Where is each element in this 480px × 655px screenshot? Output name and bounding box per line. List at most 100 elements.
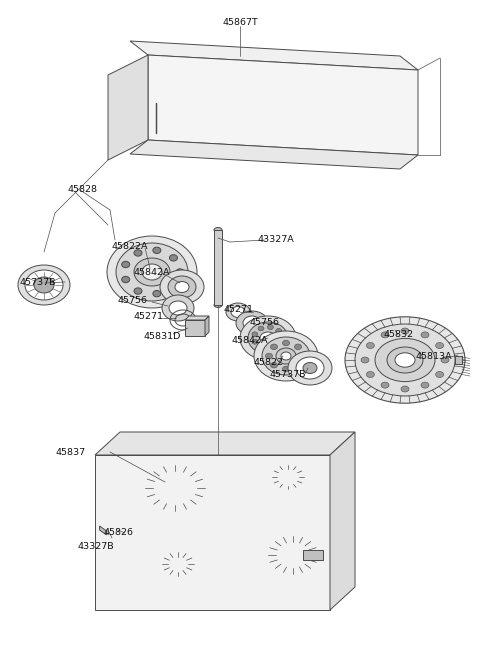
Ellipse shape	[124, 531, 136, 540]
Ellipse shape	[137, 458, 213, 518]
Ellipse shape	[153, 247, 161, 253]
Ellipse shape	[240, 316, 296, 360]
Ellipse shape	[226, 303, 250, 321]
Ellipse shape	[168, 276, 196, 298]
Ellipse shape	[271, 538, 315, 572]
Polygon shape	[214, 230, 222, 305]
Ellipse shape	[421, 382, 429, 388]
Ellipse shape	[163, 479, 187, 498]
Ellipse shape	[296, 357, 324, 379]
Polygon shape	[95, 432, 355, 455]
Polygon shape	[455, 356, 462, 364]
Ellipse shape	[288, 351, 332, 385]
Ellipse shape	[283, 366, 289, 372]
Ellipse shape	[295, 362, 301, 368]
Ellipse shape	[274, 466, 302, 488]
Ellipse shape	[401, 386, 409, 392]
Polygon shape	[185, 316, 209, 320]
Ellipse shape	[262, 337, 310, 375]
Ellipse shape	[270, 362, 277, 368]
Ellipse shape	[169, 255, 178, 261]
Polygon shape	[330, 432, 355, 610]
Polygon shape	[95, 455, 330, 610]
Ellipse shape	[258, 345, 264, 350]
Ellipse shape	[173, 560, 183, 568]
Ellipse shape	[122, 261, 130, 268]
Text: 45271: 45271	[224, 305, 254, 314]
Ellipse shape	[160, 270, 204, 304]
Polygon shape	[185, 320, 205, 336]
Ellipse shape	[395, 353, 415, 367]
Ellipse shape	[258, 326, 264, 331]
Text: 45822: 45822	[254, 358, 284, 367]
Ellipse shape	[387, 347, 423, 373]
Ellipse shape	[270, 344, 277, 350]
Text: 45842A: 45842A	[134, 268, 170, 277]
Ellipse shape	[116, 243, 188, 301]
Ellipse shape	[281, 352, 291, 360]
Ellipse shape	[319, 552, 327, 559]
Ellipse shape	[176, 269, 184, 275]
Ellipse shape	[169, 301, 187, 315]
Ellipse shape	[366, 343, 374, 348]
Ellipse shape	[276, 348, 296, 364]
Text: 45737B: 45737B	[20, 278, 57, 287]
Polygon shape	[205, 316, 209, 336]
Ellipse shape	[252, 339, 258, 344]
Ellipse shape	[283, 340, 289, 346]
Ellipse shape	[134, 250, 142, 256]
Ellipse shape	[366, 371, 374, 377]
Ellipse shape	[231, 307, 245, 318]
Text: 45813A: 45813A	[416, 352, 453, 361]
Ellipse shape	[156, 547, 200, 581]
Ellipse shape	[142, 264, 162, 280]
Ellipse shape	[248, 322, 288, 354]
Ellipse shape	[134, 258, 170, 286]
Ellipse shape	[283, 547, 303, 563]
Ellipse shape	[261, 530, 325, 580]
Ellipse shape	[381, 332, 389, 338]
Ellipse shape	[214, 303, 222, 307]
Ellipse shape	[300, 353, 307, 359]
Polygon shape	[108, 55, 148, 160]
Ellipse shape	[436, 343, 444, 348]
Ellipse shape	[345, 317, 465, 403]
Ellipse shape	[169, 283, 178, 290]
Text: 43327B: 43327B	[78, 542, 115, 551]
Ellipse shape	[147, 466, 203, 510]
Text: 45826: 45826	[103, 528, 133, 537]
Text: 45756: 45756	[118, 296, 148, 305]
Ellipse shape	[118, 526, 142, 544]
Ellipse shape	[254, 331, 318, 381]
Text: 45837: 45837	[55, 448, 85, 457]
Ellipse shape	[162, 295, 194, 321]
Polygon shape	[303, 550, 323, 560]
Ellipse shape	[441, 357, 449, 363]
Ellipse shape	[361, 357, 369, 363]
Ellipse shape	[279, 335, 285, 341]
Ellipse shape	[34, 277, 54, 293]
Ellipse shape	[175, 282, 189, 293]
Polygon shape	[99, 526, 107, 535]
Ellipse shape	[170, 484, 180, 492]
Text: 45737B: 45737B	[270, 370, 307, 379]
Text: 45756: 45756	[250, 318, 280, 327]
Text: 45842A: 45842A	[232, 336, 268, 345]
Ellipse shape	[122, 276, 130, 283]
Text: 45831D: 45831D	[143, 332, 180, 341]
Ellipse shape	[214, 227, 222, 233]
Ellipse shape	[260, 332, 276, 344]
Ellipse shape	[295, 344, 301, 350]
Ellipse shape	[436, 371, 444, 377]
Text: 45867T: 45867T	[222, 18, 258, 27]
Ellipse shape	[243, 316, 261, 330]
Ellipse shape	[252, 332, 258, 337]
Ellipse shape	[266, 460, 310, 494]
Ellipse shape	[303, 362, 317, 373]
Ellipse shape	[267, 346, 274, 351]
Ellipse shape	[18, 265, 70, 305]
Ellipse shape	[283, 473, 293, 481]
Ellipse shape	[134, 288, 142, 294]
Ellipse shape	[421, 332, 429, 338]
Polygon shape	[148, 55, 418, 155]
